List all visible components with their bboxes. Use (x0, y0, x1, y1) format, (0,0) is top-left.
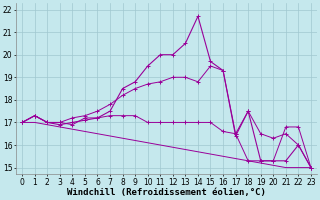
X-axis label: Windchill (Refroidissement éolien,°C): Windchill (Refroidissement éolien,°C) (67, 188, 266, 197)
